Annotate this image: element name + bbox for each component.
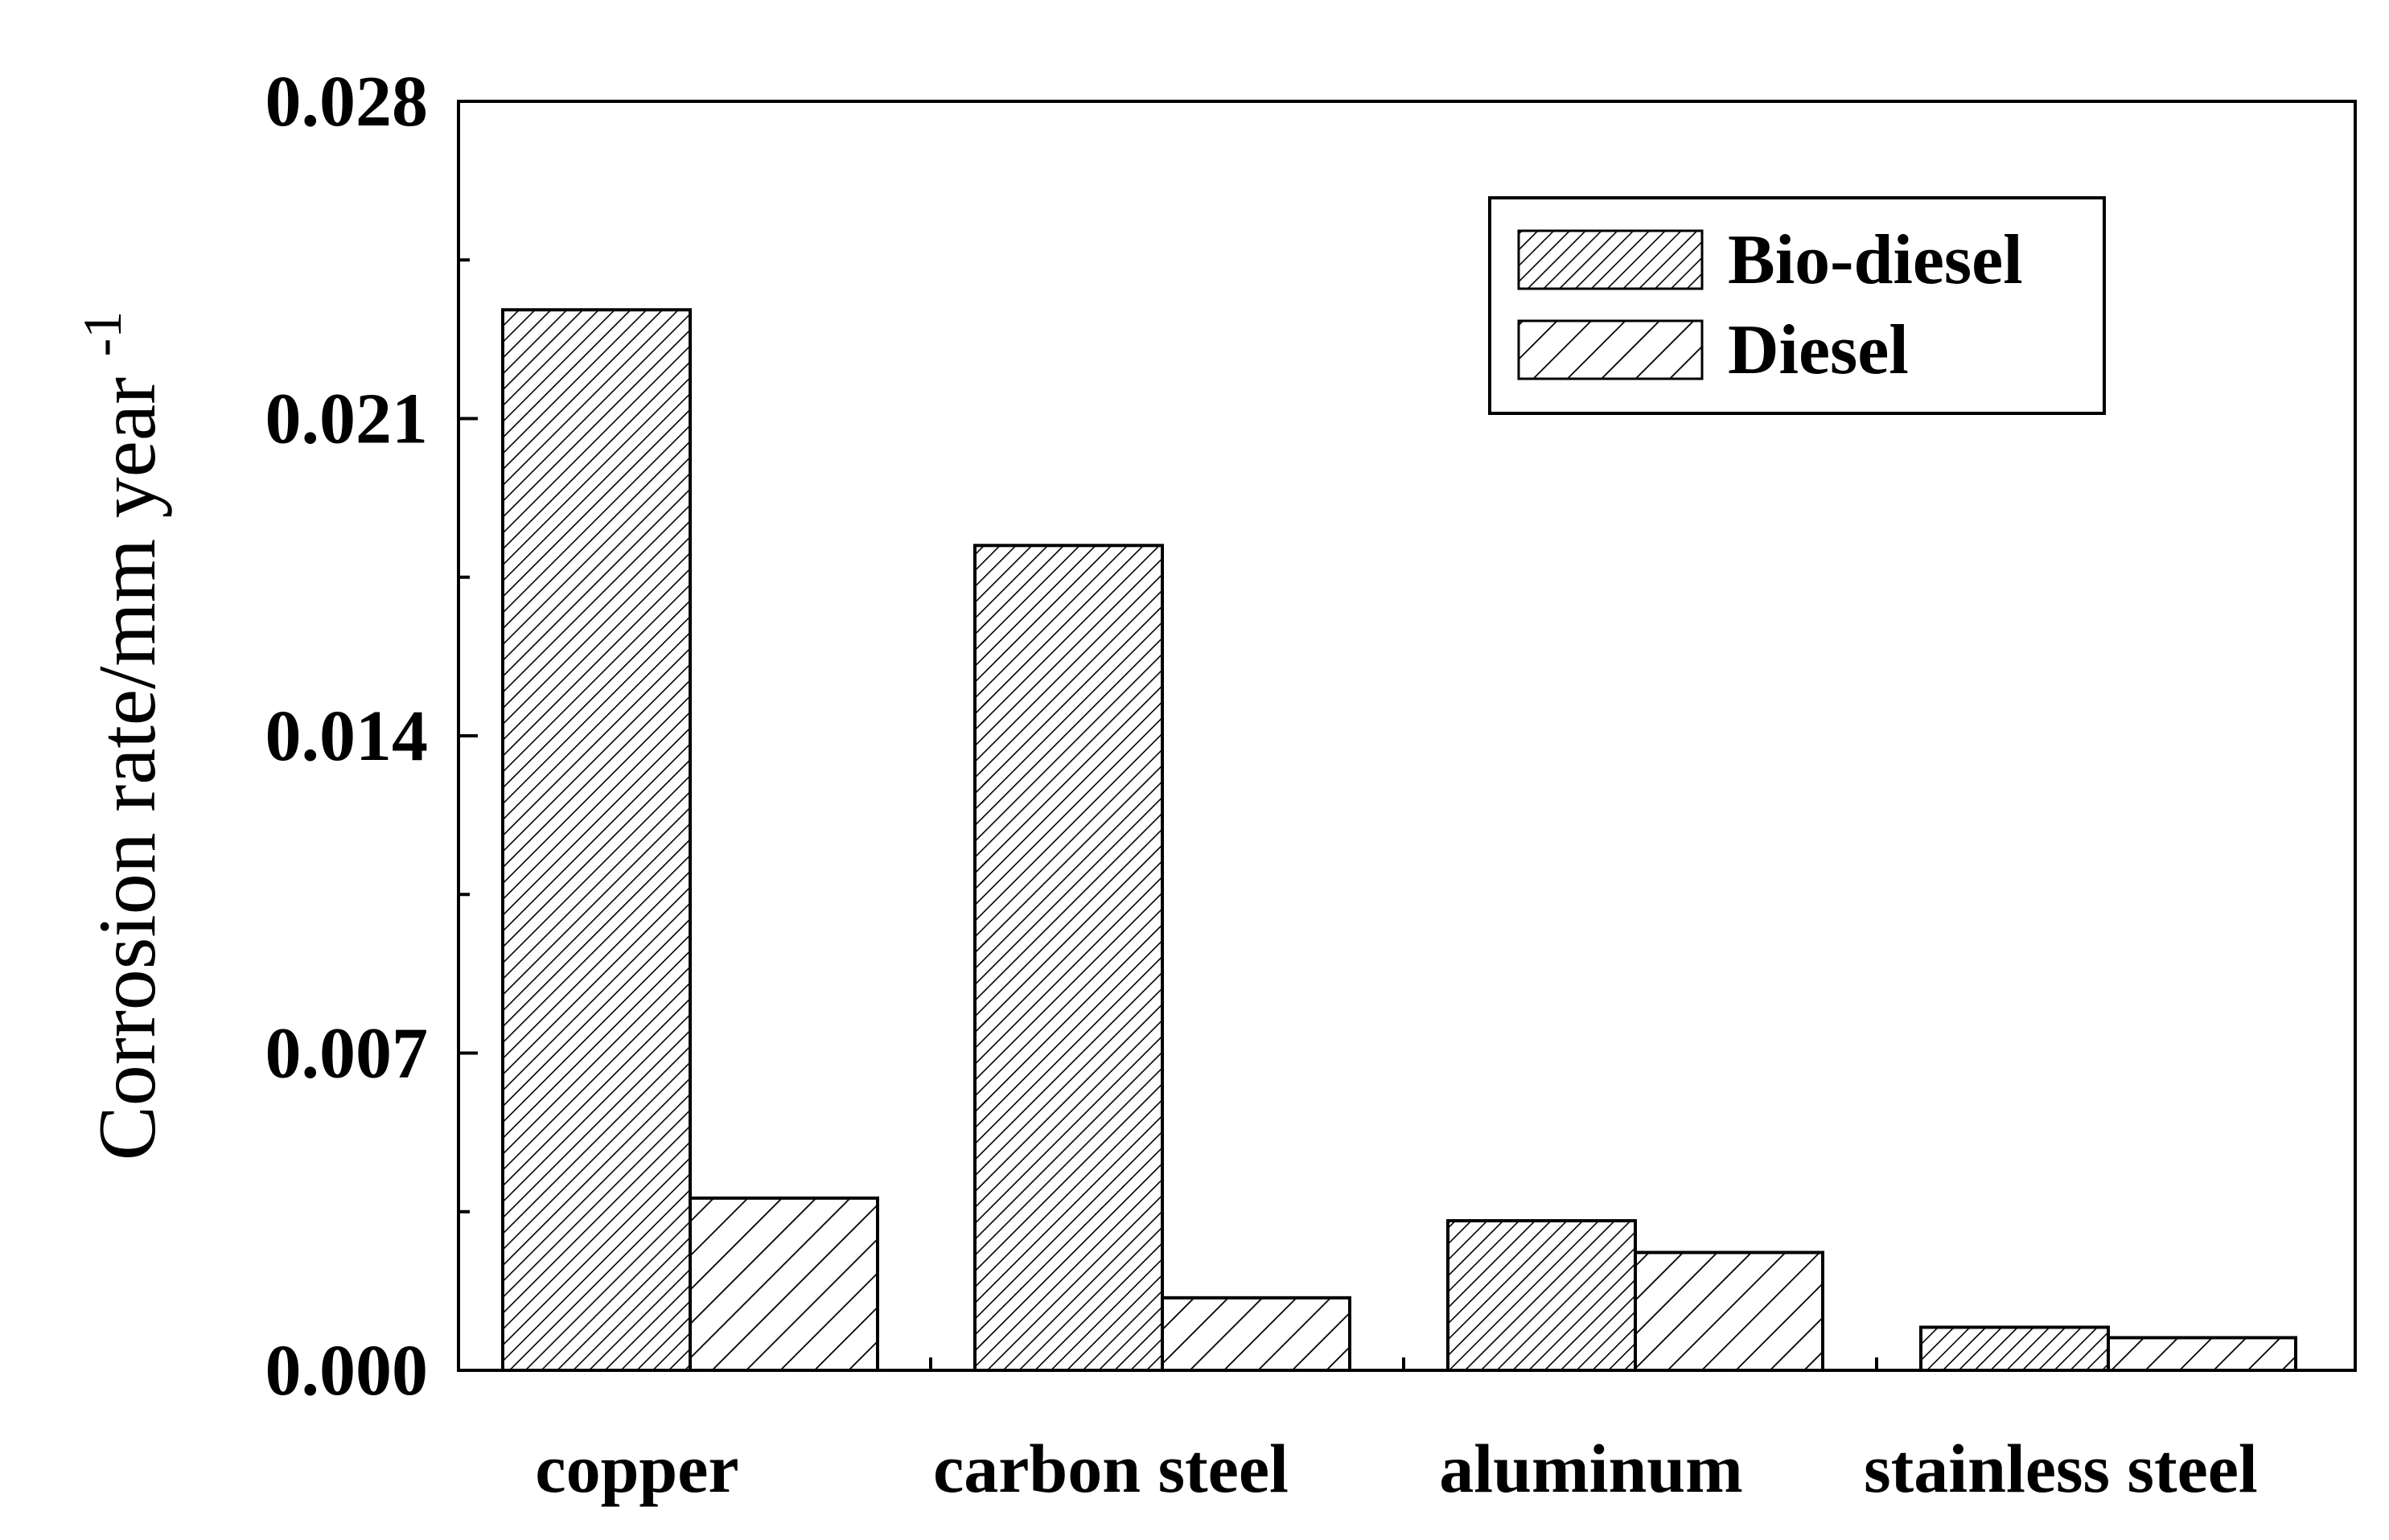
legend-label-bio-diesel: Bio-diesel (1728, 221, 2023, 299)
bar-bio-diesel-copper (501, 308, 692, 1373)
y-axis-label: Corrosion rate/mm year -1 (72, 311, 173, 1161)
bar-bio-diesel-carbon-steel (973, 544, 1164, 1372)
y-axis-label-superscript: -1 (72, 311, 133, 357)
bar-bio-diesel-stainless-steel (1919, 1325, 2110, 1372)
legend-swatch-bio-diesel (1517, 229, 1704, 290)
x-axis-category-labels: copper carbon steel aluminum stainless stee… (535, 1430, 2257, 1507)
x-category-label-aluminum: aluminum (1439, 1430, 1743, 1507)
bar-diesel-carbon-steel (1161, 1296, 1351, 1373)
y-axis-ticks (458, 100, 1878, 1372)
x-category-label-stainless-steel: stainless steel (1864, 1430, 2258, 1507)
y-tick-label: 0.021 (265, 380, 429, 459)
y-tick-label: 0.000 (265, 1331, 429, 1411)
x-category-label-copper: copper (535, 1430, 738, 1507)
y-tick-label: 0.007 (265, 1014, 429, 1094)
y-tick-label: 0.028 (265, 62, 429, 142)
y-axis-label-text: Corrosion rate/mm year (82, 377, 173, 1160)
bar-diesel-stainless-steel (2107, 1336, 2297, 1372)
legend: Bio-diesel Diesel (1488, 196, 2106, 415)
legend-label-diesel: Diesel (1728, 311, 1909, 389)
y-axis-tick-labels: 0.000 0.007 0.014 0.021 0.028 (265, 62, 429, 1411)
y-tick-label: 0.014 (265, 696, 429, 776)
bar-diesel-copper (689, 1196, 879, 1373)
legend-swatch-diesel (1517, 319, 1704, 380)
bars-layer (501, 308, 2297, 1373)
bar-bio-diesel-aluminum (1446, 1219, 1637, 1373)
x-category-label-carbon-steel: carbon steel (933, 1430, 1289, 1507)
bar-diesel-aluminum (1634, 1250, 1824, 1372)
